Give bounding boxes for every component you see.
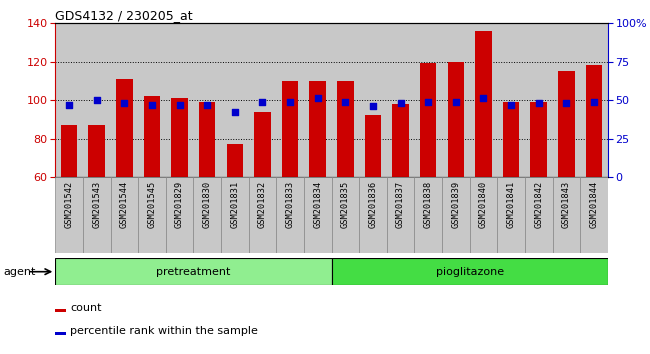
Bar bbox=[503, 102, 519, 177]
Bar bbox=[309, 81, 326, 177]
Text: GSM201839: GSM201839 bbox=[451, 181, 460, 228]
Point bbox=[257, 99, 268, 104]
Text: GSM201830: GSM201830 bbox=[203, 181, 212, 228]
Bar bbox=[552, 177, 580, 253]
Bar bbox=[580, 177, 608, 253]
Bar bbox=[254, 112, 271, 177]
Bar bbox=[116, 79, 133, 177]
Text: GDS4132 / 230205_at: GDS4132 / 230205_at bbox=[55, 9, 193, 22]
Point bbox=[313, 96, 323, 101]
Text: GSM201831: GSM201831 bbox=[230, 181, 239, 228]
Bar bbox=[61, 125, 77, 177]
Point bbox=[395, 100, 406, 106]
Point bbox=[174, 102, 185, 108]
Bar bbox=[469, 177, 497, 253]
Bar bbox=[55, 309, 66, 312]
Bar bbox=[447, 62, 464, 177]
Point bbox=[229, 109, 240, 115]
Bar bbox=[415, 177, 442, 253]
Bar bbox=[530, 102, 547, 177]
Text: GSM201544: GSM201544 bbox=[120, 181, 129, 228]
Bar bbox=[83, 177, 111, 253]
Bar bbox=[332, 258, 608, 285]
Point bbox=[478, 96, 489, 101]
Bar bbox=[194, 177, 221, 253]
Bar bbox=[365, 115, 381, 177]
Point bbox=[423, 99, 434, 104]
Bar bbox=[227, 144, 243, 177]
Bar bbox=[199, 102, 216, 177]
Text: agent: agent bbox=[3, 267, 36, 277]
Bar bbox=[144, 96, 161, 177]
Bar bbox=[138, 177, 166, 253]
Point bbox=[534, 100, 544, 106]
Bar bbox=[558, 71, 575, 177]
Text: GSM201842: GSM201842 bbox=[534, 181, 543, 228]
Text: GSM201837: GSM201837 bbox=[396, 181, 405, 228]
Bar bbox=[332, 177, 359, 253]
Bar bbox=[172, 98, 188, 177]
Bar bbox=[55, 177, 83, 253]
Text: GSM201832: GSM201832 bbox=[258, 181, 267, 228]
Bar bbox=[55, 332, 66, 335]
Text: GSM201840: GSM201840 bbox=[479, 181, 488, 228]
Bar bbox=[497, 177, 525, 253]
Bar bbox=[166, 177, 194, 253]
Point bbox=[589, 99, 599, 104]
Text: percentile rank within the sample: percentile rank within the sample bbox=[70, 326, 258, 336]
Text: GSM201543: GSM201543 bbox=[92, 181, 101, 228]
Text: GSM201833: GSM201833 bbox=[285, 181, 294, 228]
Point bbox=[506, 102, 516, 108]
Bar bbox=[248, 177, 276, 253]
Bar bbox=[420, 63, 437, 177]
Bar bbox=[276, 177, 304, 253]
Point bbox=[147, 102, 157, 108]
Point bbox=[285, 99, 295, 104]
Text: count: count bbox=[70, 303, 102, 313]
Bar bbox=[281, 81, 298, 177]
Bar bbox=[475, 31, 491, 177]
Text: GSM201838: GSM201838 bbox=[424, 181, 433, 228]
Point bbox=[202, 102, 213, 108]
Point bbox=[340, 99, 350, 104]
Point bbox=[92, 97, 102, 103]
Text: GSM201844: GSM201844 bbox=[590, 181, 599, 228]
Point bbox=[368, 103, 378, 109]
Bar bbox=[359, 177, 387, 253]
Bar bbox=[337, 81, 354, 177]
Text: pretreatment: pretreatment bbox=[156, 267, 231, 277]
Text: GSM201542: GSM201542 bbox=[64, 181, 73, 228]
Bar bbox=[442, 177, 469, 253]
Text: GSM201834: GSM201834 bbox=[313, 181, 322, 228]
Point bbox=[561, 100, 571, 106]
Text: GSM201843: GSM201843 bbox=[562, 181, 571, 228]
Point bbox=[119, 100, 129, 106]
Bar bbox=[304, 177, 332, 253]
Bar bbox=[387, 177, 415, 253]
Text: GSM201835: GSM201835 bbox=[341, 181, 350, 228]
Bar bbox=[525, 177, 552, 253]
Bar bbox=[88, 125, 105, 177]
Bar bbox=[221, 177, 248, 253]
Bar bbox=[55, 258, 332, 285]
Bar bbox=[392, 104, 409, 177]
Bar bbox=[111, 177, 138, 253]
Text: GSM201836: GSM201836 bbox=[369, 181, 378, 228]
Point bbox=[64, 102, 74, 108]
Bar bbox=[586, 65, 602, 177]
Point bbox=[450, 99, 461, 104]
Text: GSM201545: GSM201545 bbox=[148, 181, 157, 228]
Text: pioglitazone: pioglitazone bbox=[436, 267, 504, 277]
Text: GSM201841: GSM201841 bbox=[506, 181, 515, 228]
Text: GSM201829: GSM201829 bbox=[175, 181, 184, 228]
